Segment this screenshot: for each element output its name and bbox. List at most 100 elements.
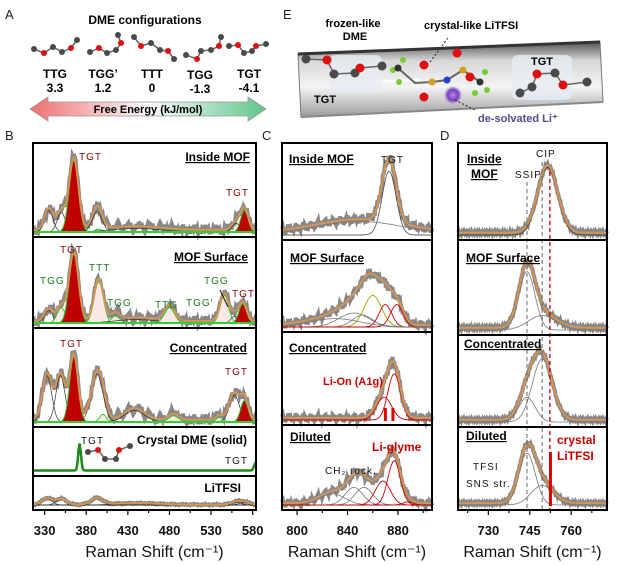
oxygen-atom	[68, 45, 74, 51]
oxygen-atom	[235, 42, 241, 48]
reference-bar	[391, 408, 395, 421]
subpanel-concentrated	[31, 348, 258, 430]
carbon-atom	[171, 56, 177, 62]
molecule	[226, 41, 269, 56]
carbon-atom	[550, 68, 560, 78]
fit-component	[458, 358, 607, 423]
config-name: TGG	[187, 68, 213, 82]
x-axis-title: Raman Shift (cm⁻¹)	[463, 544, 601, 561]
ssip-label: SSIP	[515, 170, 542, 181]
crystal-dme-molecule-icon	[85, 443, 133, 462]
subpanel-title: MOF Surface	[290, 251, 364, 265]
panel-d-plot: 730 745 760 Raman Shift (cm⁻¹)	[456, 142, 609, 561]
fit-envelope	[282, 360, 432, 419]
fit-envelope	[33, 250, 257, 322]
carbon-atom	[85, 449, 91, 455]
config-energy: 0	[149, 81, 156, 95]
panel-b-plot: 330 380 430 480 530 580 Raman Shift (cm⁻¹)	[31, 142, 264, 561]
peak-label: TGT	[225, 367, 248, 378]
molecule	[31, 37, 80, 56]
oxygen-atom	[165, 48, 171, 54]
carbon-atom	[208, 47, 214, 53]
oxygen-atom	[465, 72, 475, 82]
subpanel-title: MOF Surface	[466, 251, 540, 265]
carbon-atom	[582, 77, 592, 87]
oxygen-atom	[419, 92, 429, 102]
peak-label: TGG	[204, 276, 229, 287]
x-tick-label: 880	[387, 523, 409, 538]
subpanel-title: LiTFSI	[204, 481, 241, 495]
spectrum-line	[33, 443, 257, 472]
fluorine-atom	[400, 57, 406, 63]
molecule	[183, 34, 224, 62]
carbon-atom	[241, 50, 247, 56]
peak-label: TGT	[81, 436, 104, 447]
subpanel-concentrated	[280, 356, 434, 430]
carbon-atom	[115, 32, 121, 38]
subpanel-mof-surface	[456, 256, 609, 335]
fluorine-atom	[390, 67, 396, 73]
x-tick-label: 840	[337, 523, 359, 538]
oxygen-atom	[95, 447, 101, 453]
config-energy: 3.3	[47, 81, 64, 95]
subpanel-title: Inside	[467, 152, 502, 166]
oxygen-atom	[118, 40, 124, 46]
config-name: TGG’	[88, 67, 117, 81]
carbon-atom	[113, 47, 119, 53]
panel-b-annotations: Inside MOF TGT TGT MOF Surface TGT TTT T…	[40, 150, 254, 495]
x-tick-label: 760	[560, 523, 582, 538]
peak-shift-arrow	[219, 289, 229, 308]
fit-component	[282, 170, 432, 236]
peak-label: TTG	[155, 300, 178, 311]
config-energy: -4.1	[239, 81, 260, 95]
x-tick-label: 745	[519, 523, 541, 538]
carbon-atom	[87, 49, 93, 55]
carbon-atom	[50, 44, 56, 50]
oxygen-atom	[532, 69, 542, 79]
oxygen-atom	[253, 43, 259, 49]
fit-envelope	[458, 260, 607, 329]
carbon-atom	[31, 46, 37, 52]
peak-label: TTT	[89, 263, 110, 274]
subpanel-inside-mof	[456, 158, 609, 240]
li-component	[282, 501, 432, 506]
oxygen-atom	[96, 45, 102, 51]
peak-label: TGG'	[186, 298, 214, 309]
carbon-atom	[329, 69, 339, 79]
molecule	[301, 54, 387, 79]
bond	[87, 445, 131, 460]
desolvated-li-label: de-solvated Li⁺	[478, 113, 558, 125]
x-tick-label: 800	[286, 523, 308, 538]
frozen-like-label: frozen-like	[325, 18, 380, 30]
panel-label-b: B	[5, 128, 14, 143]
carbon-atom	[157, 47, 163, 53]
fit-envelope	[281, 272, 432, 326]
lithium-ion	[444, 86, 462, 104]
subpanel-inside-mof	[31, 147, 258, 242]
bond	[185, 36, 222, 60]
x-tick-label: 430	[117, 523, 139, 538]
x-axis-title: Raman Shift (cm⁻¹)	[85, 544, 223, 561]
fit-envelope	[282, 448, 432, 504]
subpanel-title: Concentrated	[289, 341, 366, 355]
oxygen-atom	[452, 48, 462, 58]
peak-label: Li-On (A1g)	[323, 376, 383, 388]
li-component	[282, 304, 432, 328]
molecule	[515, 68, 592, 98]
conformer-labels: TTG 3.3 TGG’ 1.2 TTT 0 TGG -1.3 TGT -4.1	[43, 67, 262, 96]
fit-envelope	[32, 496, 257, 506]
fluorine-atom	[482, 69, 488, 75]
subpanel-title: MOF	[471, 167, 498, 181]
carbon-atom	[183, 52, 189, 58]
panel-label-c: C	[262, 128, 271, 143]
peak-label: TGT	[226, 188, 249, 199]
oxygen-atom	[41, 50, 47, 56]
fluorine-atom	[396, 79, 402, 85]
panel-label-a: A	[5, 7, 14, 22]
peak-label: TGT	[225, 456, 248, 467]
dme-label: DME	[343, 31, 367, 43]
carbon-atom	[148, 40, 154, 46]
carbon-atom	[113, 456, 119, 462]
atom	[428, 78, 436, 86]
